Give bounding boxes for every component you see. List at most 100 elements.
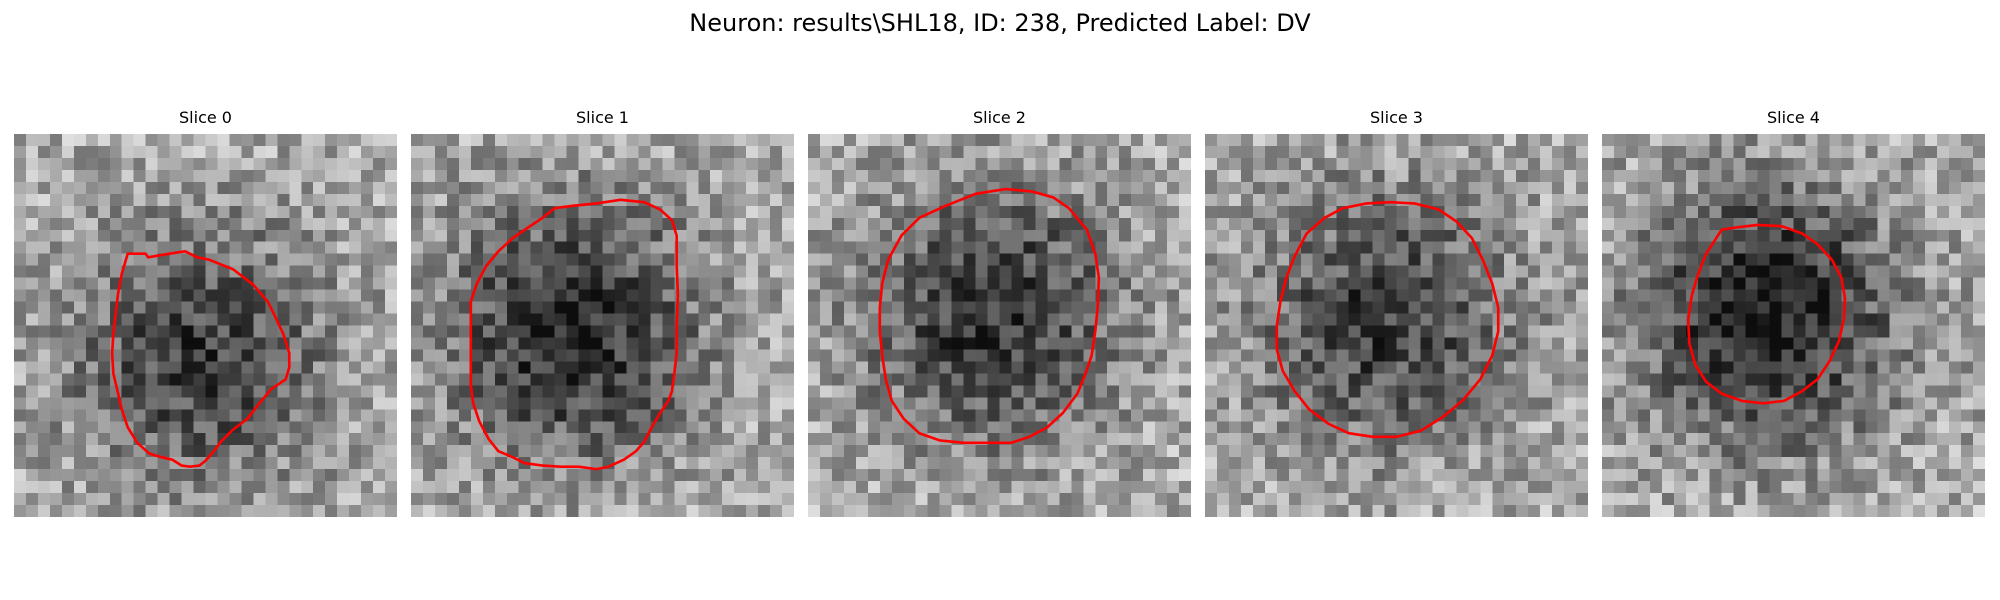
image-pixel [879,217,893,230]
image-pixel [313,134,326,147]
image-pixel [1817,289,1830,302]
image-pixel [915,181,928,195]
image-pixel [337,433,350,446]
image-pixel [638,205,651,219]
image-pixel [1540,253,1553,266]
image-pixel [1228,325,1242,338]
image-pixel [470,349,484,362]
image-pixel [1637,373,1651,386]
image-pixel [482,493,496,506]
image-pixel [915,397,928,410]
image-pixel [1468,301,1481,314]
image-pixel [422,409,436,422]
image-pixel [1889,193,1902,207]
image-pixel [1889,134,1902,147]
image-pixel [1336,181,1349,195]
image-pixel [843,301,857,314]
image-pixel [1853,301,1866,314]
image-pixel [325,361,338,374]
image-pixel [770,277,783,290]
image-pixel [1216,349,1230,362]
image-pixel [518,373,531,386]
image-pixel [939,361,952,374]
image-pixel [710,457,723,470]
image-pixel [1167,457,1180,470]
image-pixel [1865,433,1878,446]
image-pixel [1552,373,1565,386]
image-pixel [1011,229,1024,242]
image-pixel [542,469,555,482]
image-pixel [265,373,278,386]
image-pixel [831,493,845,506]
image-pixel [1937,301,1950,314]
image-pixel [446,457,460,470]
image-pixel [1973,361,1985,374]
image-pixel [1119,229,1132,242]
image-pixel [1432,145,1445,159]
image-pixel [831,241,845,254]
image-pixel [626,457,639,470]
image-pixel [1937,277,1950,290]
image-pixel [217,421,230,434]
image-pixel [975,253,988,266]
image-pixel [843,145,857,159]
image-pixel [1336,433,1349,446]
image-pixel [1661,181,1675,195]
image-pixel [1083,445,1096,458]
image-pixel [349,361,362,374]
image-pixel [650,169,663,183]
image-pixel [337,457,350,470]
image-pixel [1047,373,1060,386]
image-pixel [1877,277,1890,290]
image-pixel [217,265,230,278]
image-pixel [1205,493,1218,506]
image-pixel [506,469,519,482]
image-pixel [808,493,821,506]
image-pixel [1384,445,1397,458]
image-pixel [301,193,314,207]
image-pixel [205,421,218,434]
image-pixel [578,217,591,230]
image-pixel [698,505,711,517]
image-pixel [1961,193,1974,207]
image-pixel [1240,229,1254,242]
image-pixel [1011,349,1024,362]
image-pixel [133,469,146,482]
image-pixel [698,229,711,242]
image-pixel [879,169,893,183]
image-pixel [229,253,242,266]
image-pixel [1649,409,1663,422]
image-pixel [1757,229,1770,242]
image-pixel [265,493,278,506]
image-pixel [422,145,436,159]
image-pixel [1071,349,1084,362]
image-pixel [1011,241,1024,254]
image-pixel [662,134,675,147]
pixel-grid [808,134,1191,517]
image-pixel [951,253,964,266]
image-pixel [241,361,254,374]
image-pixel [385,229,397,242]
image-pixel [1709,277,1722,290]
image-pixel [698,325,711,338]
image-pixel [1552,445,1565,458]
image-pixel [1576,241,1588,254]
image-pixel [1613,349,1627,362]
image-pixel [1300,205,1313,219]
image-pixel [590,217,603,230]
image-pixel [253,325,266,338]
image-pixel [903,445,916,458]
image-pixel [626,361,639,374]
image-pixel [313,361,326,374]
image-pixel [1805,289,1818,302]
image-pixel [1071,481,1084,494]
image-pixel [1336,217,1349,230]
image-pixel [1480,337,1493,350]
image-pixel [1865,337,1878,350]
image-pixel [1035,433,1048,446]
image-pixel [1179,265,1191,278]
image-pixel [1059,301,1072,314]
image-pixel [1793,265,1806,278]
image-pixel [975,313,988,326]
image-pixel [867,433,881,446]
